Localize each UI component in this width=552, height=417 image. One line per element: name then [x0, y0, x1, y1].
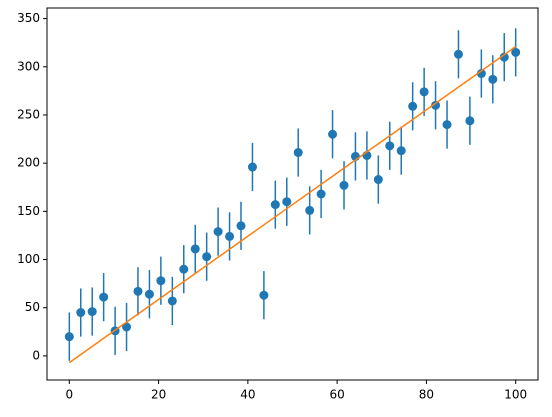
y-tick-label: 350 [17, 11, 40, 25]
point [476, 69, 486, 79]
point [236, 221, 246, 231]
point [442, 120, 452, 130]
point [76, 308, 86, 318]
point [499, 52, 509, 62]
point [408, 101, 418, 111]
x-tick-label: 0 [65, 388, 73, 402]
point [179, 264, 189, 274]
point [453, 49, 463, 59]
point [99, 292, 109, 302]
point [213, 227, 223, 237]
point [316, 189, 326, 199]
point [202, 252, 212, 262]
point [419, 87, 429, 97]
y-tick-label: 0 [32, 348, 40, 362]
x-tick-label: 20 [151, 388, 166, 402]
point [511, 47, 521, 57]
point [293, 148, 303, 158]
point [328, 129, 338, 139]
x-tick-label: 40 [240, 388, 255, 402]
point [282, 197, 292, 207]
x-tick-label: 80 [419, 388, 434, 402]
x-tick-label: 100 [504, 388, 527, 402]
y-tick-label: 150 [17, 204, 40, 218]
fit-line [68, 45, 517, 364]
y-tick-label: 50 [25, 300, 40, 314]
point [396, 146, 406, 156]
point [270, 200, 280, 210]
point [190, 244, 200, 254]
axes-frame [46, 7, 539, 381]
point [64, 332, 74, 342]
point [87, 307, 97, 317]
point [156, 276, 166, 286]
point [133, 286, 143, 296]
y-tick-label: 300 [17, 59, 40, 73]
y-tick-label: 200 [17, 156, 40, 170]
point [225, 231, 235, 241]
point [259, 290, 269, 300]
point [488, 74, 498, 84]
point [305, 205, 315, 215]
y-tick-label: 250 [17, 107, 40, 121]
point [431, 100, 441, 110]
point [465, 116, 475, 126]
point [167, 296, 177, 306]
x-tick-label: 60 [329, 388, 344, 402]
point [122, 322, 132, 332]
y-tick-label: 100 [17, 252, 40, 266]
point [339, 180, 349, 190]
point [144, 289, 154, 299]
point [247, 162, 257, 172]
point [385, 141, 395, 151]
point [373, 175, 383, 185]
